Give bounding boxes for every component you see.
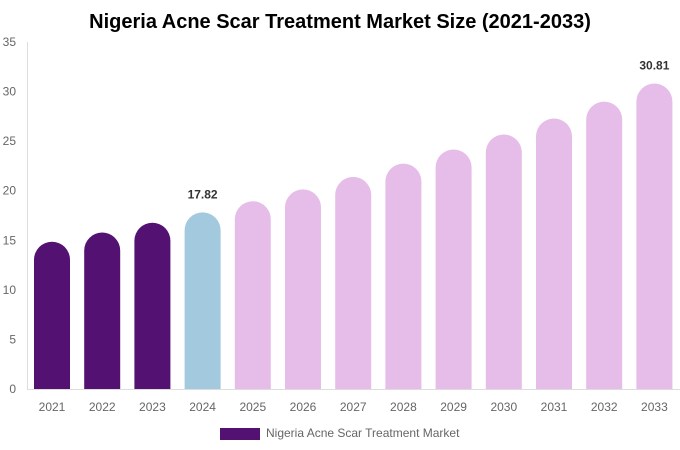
data-label-2024: 17.82 xyxy=(188,187,218,201)
y-tick-label: 25 xyxy=(3,134,17,148)
x-tick-label: 2029 xyxy=(440,400,467,414)
x-tick-label: 2025 xyxy=(239,400,266,414)
x-tick-label: 2033 xyxy=(641,400,668,414)
bar-2022 xyxy=(84,232,121,389)
bar-2031 xyxy=(536,118,572,390)
bar-2026 xyxy=(285,189,321,389)
bar-2030 xyxy=(485,134,522,389)
x-tick-label: 2032 xyxy=(591,400,618,414)
legend-swatch xyxy=(220,428,260,440)
x-tick-label: 2027 xyxy=(340,400,367,414)
x-tick-label: 2031 xyxy=(541,400,568,414)
x-tick-label: 2021 xyxy=(39,400,66,414)
y-tick-label: 5 xyxy=(9,332,16,346)
legend-label: Nigeria Acne Scar Treatment Market xyxy=(266,426,460,440)
y-tick-label: 10 xyxy=(3,283,17,297)
x-tick-label: 2028 xyxy=(390,400,417,414)
x-tick-label: 2023 xyxy=(139,400,166,414)
y-tick-label: 20 xyxy=(3,184,17,198)
y-tick-label: 0 xyxy=(9,382,16,396)
bar-2032 xyxy=(586,101,623,390)
y-tick-label: 15 xyxy=(3,233,17,247)
data-label-2033: 30.81 xyxy=(639,59,669,73)
bar-2029 xyxy=(435,149,472,389)
chart-title: Nigeria Acne Scar Treatment Market Size … xyxy=(89,11,591,33)
bar-2021 xyxy=(34,241,70,389)
bar-2023 xyxy=(134,222,171,389)
bar-2028 xyxy=(385,163,422,389)
x-tick-label: 2024 xyxy=(189,400,216,414)
y-tick-label: 35 xyxy=(3,35,17,49)
y-tick-label: 30 xyxy=(3,85,17,99)
bar-2033 xyxy=(636,83,673,389)
x-tick-label: 2022 xyxy=(89,400,116,414)
bar-2024 xyxy=(184,212,221,389)
x-tick-label: 2026 xyxy=(290,400,317,414)
bar-2027 xyxy=(335,176,372,389)
bar-2025 xyxy=(234,201,271,389)
x-tick-label: 2030 xyxy=(490,400,517,414)
